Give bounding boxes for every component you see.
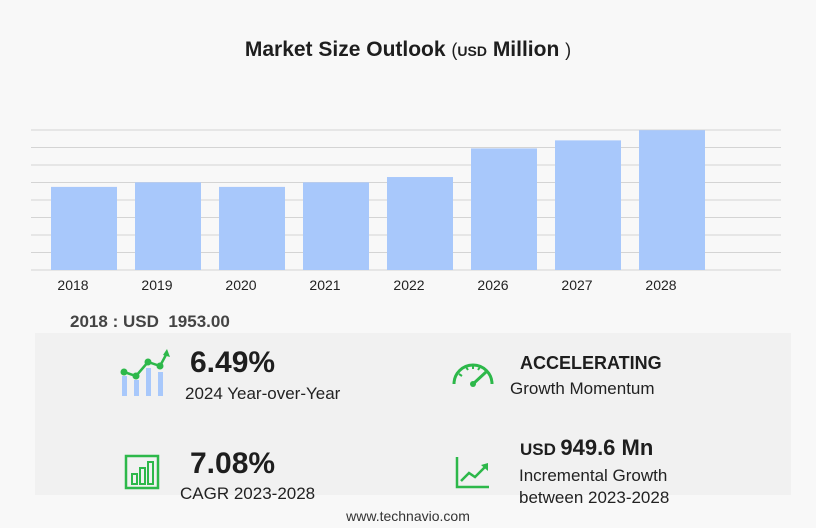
bar-2026 <box>471 148 537 270</box>
chart-title: Market Size Outlook (USD Million ) <box>0 38 816 62</box>
chart-x-ticks: 2018 2019 2020 2021 2022 2026 2027 2028 <box>57 277 676 293</box>
incremental-currency: USD <box>520 440 556 459</box>
chart-bars <box>51 130 705 270</box>
cagr-value: 7.08% <box>190 447 276 480</box>
incremental-value: USD 949.6 Mn <box>520 435 653 461</box>
x-tick-label: 2021 <box>309 277 340 293</box>
incremental-amount: 949.6 Mn <box>560 435 654 460</box>
momentum-value: ACCELERATING <box>520 353 662 373</box>
bar-2019 <box>135 182 201 270</box>
incremental-label-1: Incremental Growth <box>519 466 668 485</box>
x-tick-label: 2027 <box>561 277 592 293</box>
bar-2028 <box>639 130 705 270</box>
yoy-value: 6.49% <box>190 346 276 379</box>
bar-chart: 2018 2019 2020 2021 2022 2026 2027 2028 <box>31 129 781 293</box>
bar-2020 <box>219 186 285 270</box>
cagr-label: CAGR 2023-2028 <box>180 484 316 503</box>
bar-chart-icon <box>124 454 160 490</box>
base-year: 2018 <box>70 312 108 331</box>
x-tick-label: 2022 <box>393 277 424 293</box>
base-year-amount: 1953.00 <box>168 312 230 331</box>
x-tick-label: 2026 <box>477 277 508 293</box>
x-tick-label: 2020 <box>225 277 256 293</box>
incremental-label-2: between 2023-2028 <box>519 488 670 507</box>
growth-chart-icon <box>120 349 170 396</box>
momentum-label: Growth Momentum <box>510 379 655 398</box>
bar-2021 <box>303 182 369 270</box>
yoy-label: 2024 Year-over-Year <box>185 384 341 403</box>
title-paren-open: ( <box>451 40 458 60</box>
base-year-value: 2018 : USD 1953.00 <box>70 312 230 332</box>
base-year-currency: USD <box>122 312 159 331</box>
kpi-panel <box>35 333 791 495</box>
x-tick-label: 2019 <box>141 277 172 293</box>
bar-2022 <box>387 177 453 270</box>
trend-line-icon <box>455 457 489 489</box>
title-unit: USD <box>457 43 487 59</box>
speedometer-icon <box>452 363 494 387</box>
x-tick-label: 2028 <box>645 277 676 293</box>
title-paren-close: ) <box>565 40 572 60</box>
base-year-sep: : <box>112 312 119 331</box>
title-scale: Million <box>492 38 560 61</box>
bar-2018 <box>51 186 117 270</box>
title-main: Market Size Outlook <box>244 38 446 61</box>
x-tick-label: 2018 <box>57 277 88 293</box>
footer-url: www.technavio.com <box>346 508 470 524</box>
bar-2027 <box>555 140 621 270</box>
